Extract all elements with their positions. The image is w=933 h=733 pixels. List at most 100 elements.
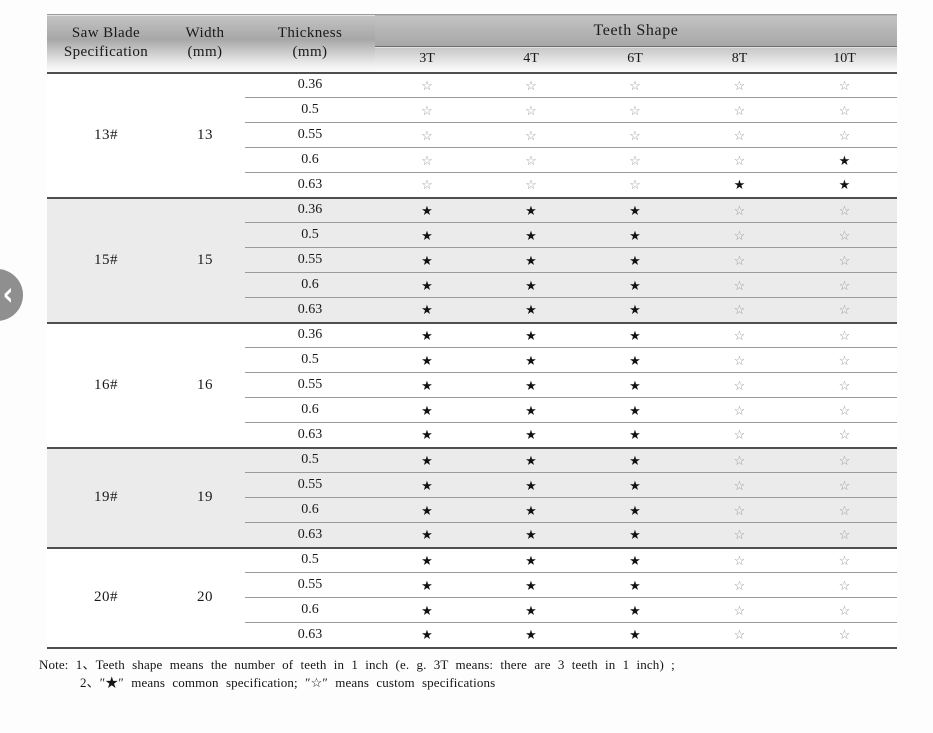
table-row: 0.6 ☆ ☆ ☆ ☆ ★ (47, 147, 898, 173)
table-row: 0.55 ★ ★ ★ ☆ ☆ (47, 572, 898, 598)
thickness-cell: 0.5 (245, 347, 375, 373)
star-filled-icon: ★ (375, 222, 479, 248)
table-row: 0.55 ☆ ☆ ☆ ☆ ☆ (47, 122, 898, 148)
star-filled-icon: ★ (583, 547, 687, 573)
star-filled-icon: ★ (583, 372, 687, 398)
thickness-cell: 0.36 (245, 197, 375, 223)
spec-cell: 19# (47, 447, 165, 548)
thickness-cell: 0.55 (245, 572, 375, 598)
chevron-left-icon: ‹ (2, 276, 14, 314)
star-open-icon: ☆ (479, 147, 583, 173)
star-open-icon: ☆ (792, 497, 898, 523)
table-row: 16# 16 0.36 ★ ★ ★ ☆ ☆ (47, 322, 898, 448)
star-open-icon: ☆ (583, 122, 687, 148)
table-row: 0.55 ★ ★ ★ ☆ ☆ (47, 372, 898, 398)
thickness-cell: 0.63 (245, 522, 375, 548)
table-row: 0.6 ★ ★ ★ ☆ ☆ (47, 497, 898, 523)
width-cell: 15 (165, 197, 245, 323)
star-filled-icon: ★ (479, 397, 583, 423)
thickness-cell: 0.63 (245, 297, 375, 323)
star-open-icon: ☆ (792, 197, 898, 223)
star-open-icon: ☆ (687, 497, 792, 523)
star-open-icon: ☆ (479, 172, 583, 198)
star-filled-icon: ★ (375, 322, 479, 348)
star-filled-icon: ★ (375, 622, 479, 648)
note-line-2: 2、″★″ means common specification; ″☆″ me… (80, 675, 496, 691)
star-open-icon: ☆ (687, 222, 792, 248)
thickness-cell: 0.63 (245, 622, 375, 648)
spec-cell: 15# (47, 197, 165, 323)
star-filled-icon: ★ (479, 322, 583, 348)
star-open-icon: ☆ (792, 572, 898, 598)
star-open-icon: ☆ (375, 172, 479, 198)
star-filled-icon: ★ (479, 422, 583, 448)
thickness-cell: 0.55 (245, 372, 375, 398)
star-open-icon: ☆ (792, 322, 898, 348)
thickness-cell: 0.36 (245, 72, 375, 98)
col-header-3t: 3T (375, 46, 479, 73)
star-filled-icon: ★ (792, 147, 898, 173)
star-filled-icon: ★ (479, 272, 583, 298)
thickness-cell: 0.55 (245, 472, 375, 498)
col-header-width-line1: Width (185, 24, 225, 41)
col-header-4t: 4T (479, 46, 583, 73)
star-filled-icon: ★ (583, 597, 687, 623)
star-open-icon: ☆ (375, 122, 479, 148)
header-row-2: 3T 4T 6T 8T 10T (47, 46, 898, 73)
star-filled-icon: ★ (583, 472, 687, 498)
star-filled-icon: ★ (583, 222, 687, 248)
col-header-spec-line1: Saw Blade (71, 24, 141, 41)
thickness-cell: 0.5 (245, 447, 375, 473)
col-header-width-line2: (mm) (187, 44, 223, 61)
star-filled-icon: ★ (375, 547, 479, 573)
star-open-icon: ☆ (687, 547, 792, 573)
thickness-cell: 0.55 (245, 247, 375, 273)
thickness-cell: 0.6 (245, 272, 375, 298)
star-filled-icon: ★ (375, 297, 479, 323)
table-row: 0.5 ★ ★ ★ ☆ ☆ (47, 222, 898, 248)
thickness-cell: 0.6 (245, 597, 375, 623)
star-open-icon: ☆ (687, 372, 792, 398)
star-open-icon: ☆ (687, 522, 792, 548)
star-filled-icon: ★ (375, 497, 479, 523)
col-header-teeth-shape: Teeth Shape (375, 14, 898, 47)
col-header-8t: 8T (687, 46, 792, 73)
col-header-spec-line2: Specification (63, 44, 149, 61)
star-filled-icon: ★ (375, 572, 479, 598)
star-filled-icon: ★ (479, 197, 583, 223)
star-filled-icon: ★ (479, 472, 583, 498)
star-open-icon: ☆ (687, 322, 792, 348)
thickness-cell: 0.6 (245, 147, 375, 173)
table-row: 0.63 ★ ★ ★ ☆ ☆ (47, 297, 898, 323)
col-header-thickness-line2: (mm) (292, 44, 328, 61)
star-open-icon: ☆ (792, 97, 898, 123)
prev-nav-button[interactable]: ‹ (0, 269, 23, 321)
star-filled-icon: ★ (583, 297, 687, 323)
table-row: 0.6 ★ ★ ★ ☆ ☆ (47, 597, 898, 623)
star-filled-icon: ★ (479, 497, 583, 523)
saw-blade-spec-table: Saw Blade Specification Width (mm) Thick… (47, 14, 898, 649)
spec-cell: 20# (47, 547, 165, 648)
table-row: 0.63 ★ ★ ★ ☆ ☆ (47, 422, 898, 448)
table-row: 0.5 ★ ★ ★ ☆ ☆ (47, 347, 898, 373)
star-open-icon: ☆ (792, 372, 898, 398)
table-row: 0.63 ★ ★ ★ ☆ ☆ (47, 522, 898, 548)
star-open-icon: ☆ (792, 422, 898, 448)
star-open-icon: ☆ (792, 622, 898, 648)
star-filled-icon: ★ (479, 372, 583, 398)
star-open-icon: ☆ (375, 72, 479, 98)
star-open-icon: ☆ (687, 97, 792, 123)
star-open-icon: ☆ (583, 72, 687, 98)
star-filled-icon: ★ (375, 522, 479, 548)
star-filled-icon: ★ (375, 347, 479, 373)
thickness-cell: 0.5 (245, 547, 375, 573)
section-19: 19# 19 0.5 ★ ★ ★ ☆ ☆ 0.55 ★ ★ ★ ☆ ☆ 0.6 ★ ★ ★ ☆ ☆ 0.63 ★ ★ ★ ☆ ☆ (47, 447, 898, 548)
star-filled-icon: ★ (583, 622, 687, 648)
star-open-icon: ☆ (687, 197, 792, 223)
table-row: 13# 13 0.36 ☆ ☆ ☆ ☆ ☆ (47, 72, 898, 198)
star-filled-icon: ★ (375, 597, 479, 623)
star-filled-icon: ★ (583, 422, 687, 448)
thickness-cell: 0.6 (245, 497, 375, 523)
star-filled-icon: ★ (375, 397, 479, 423)
